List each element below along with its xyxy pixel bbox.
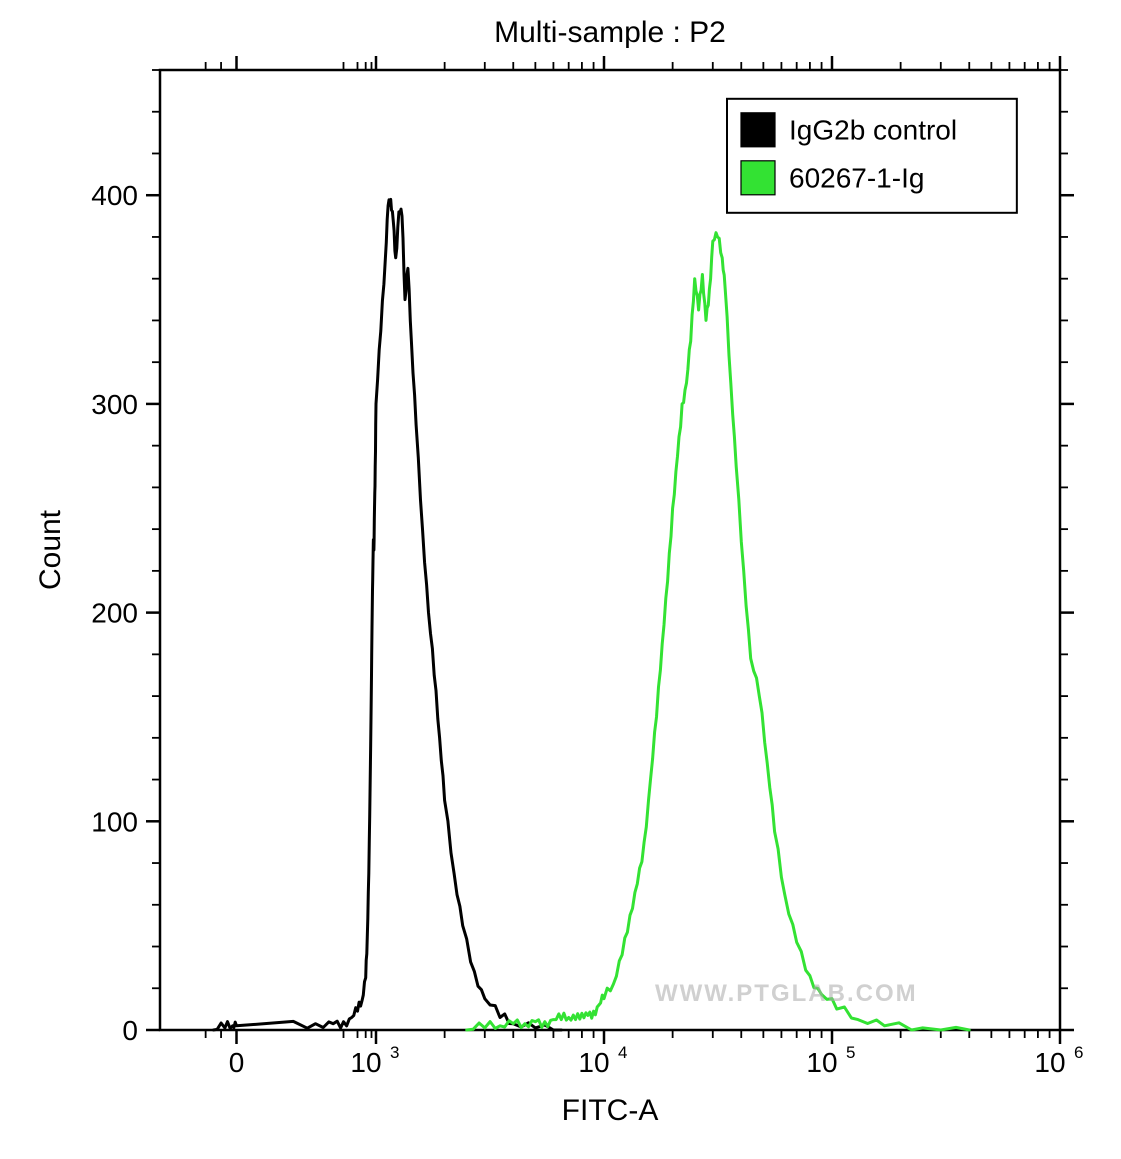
svg-text:10: 10 <box>578 1047 609 1078</box>
svg-text:100: 100 <box>91 806 138 837</box>
svg-text:FITC-A: FITC-A <box>562 1094 659 1127</box>
series-60267-1-ig <box>467 233 970 1030</box>
svg-text:300: 300 <box>91 389 138 420</box>
chart-svg: 0 100 200 300 400 0 10 3 10 4 10 5 10 6 Multi-sample :… <box>0 0 1121 1159</box>
svg-text:0: 0 <box>229 1047 245 1078</box>
legend-swatch <box>741 161 775 195</box>
svg-text:10: 10 <box>1034 1047 1065 1078</box>
svg-text:6: 6 <box>1074 1043 1083 1062</box>
svg-text:400: 400 <box>91 180 138 211</box>
legend-label: IgG2b control <box>789 114 957 145</box>
svg-text:Count: Count <box>34 509 67 590</box>
svg-text:Multi-sample : P2: Multi-sample : P2 <box>494 16 726 49</box>
legend-label: 60267-1-Ig <box>789 162 924 193</box>
svg-text:10: 10 <box>350 1047 381 1078</box>
svg-text:3: 3 <box>390 1043 399 1062</box>
flow-cytometry-chart: 0 100 200 300 400 0 10 3 10 4 10 5 10 6 Multi-sample :… <box>0 0 1121 1159</box>
svg-text:0: 0 <box>122 1015 138 1046</box>
legend-swatch <box>741 113 775 147</box>
svg-text:5: 5 <box>846 1043 855 1062</box>
svg-text:4: 4 <box>618 1043 627 1062</box>
series-igg2b-control <box>213 199 561 1030</box>
svg-text:200: 200 <box>91 598 138 629</box>
svg-text:10: 10 <box>806 1047 837 1078</box>
